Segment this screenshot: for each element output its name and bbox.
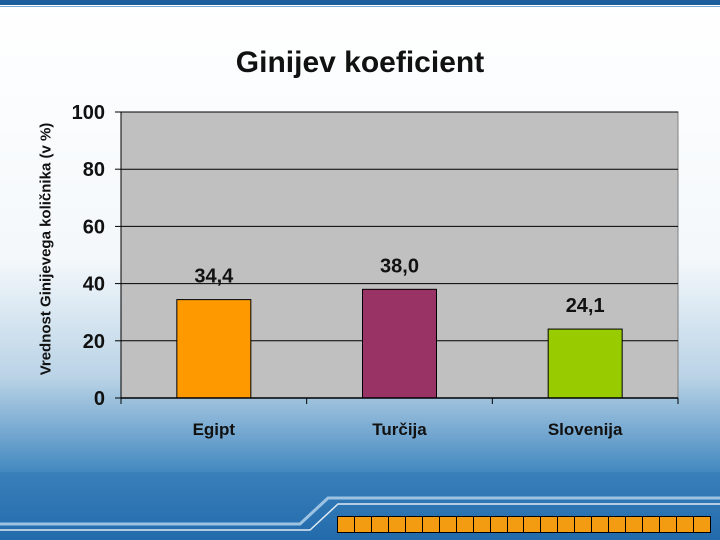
progress-segment — [643, 517, 661, 532]
footer-progress-strip — [337, 516, 711, 533]
progress-segment — [405, 517, 423, 532]
progress-segment — [575, 517, 593, 532]
y-tick-label: 20 — [83, 331, 105, 353]
x-axis: Egipt Turčija Slovenija — [120, 397, 679, 439]
bar-slovenija — [547, 328, 623, 399]
progress-segment — [677, 517, 695, 532]
progress-segment — [507, 517, 525, 532]
y-tick-label: 60 — [83, 216, 105, 238]
bar-egipt — [176, 299, 252, 399]
bar-turčija — [362, 288, 437, 399]
progress-segment — [660, 517, 678, 532]
progress-segment — [388, 517, 406, 532]
top-rule-thin — [0, 6, 720, 7]
y-tick-label: 40 — [83, 274, 105, 296]
progress-segment — [338, 517, 355, 532]
progress-segment — [473, 517, 491, 532]
bars: 34,4 38,0 24,1 — [176, 255, 623, 399]
data-label: 38,0 — [380, 255, 419, 277]
progress-segment — [541, 517, 559, 532]
x-category-label: Turčija — [372, 420, 427, 439]
y-tick-label: 0 — [94, 388, 105, 410]
progress-segment — [626, 517, 644, 532]
progress-segment — [371, 517, 389, 532]
progress-segment — [524, 517, 542, 532]
progress-segment — [592, 517, 610, 532]
x-category-label: Slovenija — [548, 420, 623, 439]
top-rule — [0, 0, 720, 5]
progress-segment — [354, 517, 372, 532]
progress-segment — [422, 517, 440, 532]
progress-segment — [456, 517, 474, 532]
progress-segment — [694, 517, 710, 532]
data-label: 24,1 — [566, 295, 605, 317]
chart-title: Ginijev koeficient — [235, 46, 485, 79]
y-axis: 0 20 40 60 80 100 — [72, 102, 122, 410]
progress-segment — [439, 517, 457, 532]
progress-segment — [558, 517, 576, 532]
x-category-label: Egipt — [193, 420, 236, 439]
data-label: 34,4 — [194, 266, 234, 288]
y-tick-label: 100 — [72, 102, 105, 124]
y-tick-label: 80 — [83, 159, 105, 181]
progress-segment — [609, 517, 627, 532]
progress-segment — [490, 517, 508, 532]
